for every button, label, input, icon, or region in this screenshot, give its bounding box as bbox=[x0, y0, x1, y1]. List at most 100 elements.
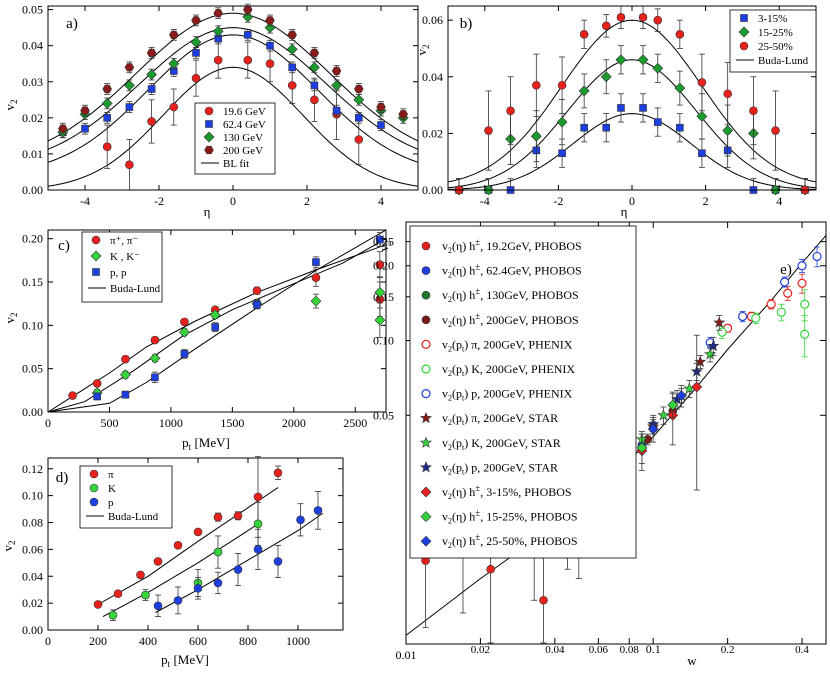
data-point bbox=[125, 160, 134, 170]
series-2 bbox=[57, 11, 409, 139]
data-point bbox=[776, 307, 786, 317]
data-point bbox=[309, 48, 320, 58]
legend-label: v2(η) h±, 62.4GeV, PHOBOS bbox=[442, 262, 582, 280]
panel-b: -4 -2 0 2 4 0.00 0.02 0.04 0.06 3-15% 15-25% 25-50%… bbox=[414, 5, 817, 219]
data-point bbox=[675, 390, 687, 402]
series-5 bbox=[717, 289, 810, 358]
legend-label: v2(pt) p, 200GeV, PHENIX bbox=[442, 387, 573, 403]
data-point bbox=[707, 339, 720, 352]
data-point bbox=[676, 123, 684, 132]
x-tick-label: -2 bbox=[154, 194, 164, 208]
legend-marker bbox=[738, 26, 750, 38]
data-point bbox=[484, 126, 493, 135]
legend-marker bbox=[203, 131, 215, 143]
data-point bbox=[80, 106, 90, 115]
data-point bbox=[779, 277, 790, 287]
data-point bbox=[713, 316, 726, 328]
y-tick-label: 0.00 bbox=[422, 183, 443, 197]
data-point bbox=[296, 515, 305, 525]
y-tick-label: 0.00 bbox=[22, 405, 43, 419]
legend-marker bbox=[421, 241, 431, 251]
data-point bbox=[252, 286, 262, 295]
data-point bbox=[191, 73, 201, 83]
data-point bbox=[147, 85, 156, 93]
legend-marker bbox=[739, 41, 749, 51]
legend-marker bbox=[91, 235, 101, 245]
data-point bbox=[653, 15, 663, 25]
y-tick-label: 0.02 bbox=[422, 126, 443, 140]
legend-label: K , K⁻ bbox=[110, 251, 140, 263]
data-point bbox=[168, 58, 180, 70]
y-tick-label: 0.10 bbox=[22, 489, 43, 503]
y-tick-label: 0.00 bbox=[22, 623, 43, 637]
y-tick-label: 0.12 bbox=[22, 462, 43, 476]
data-point bbox=[332, 106, 341, 115]
legend-marker bbox=[92, 268, 100, 276]
data-point bbox=[147, 117, 156, 126]
legend-label: v2(pt) p, 200GeV, STAR bbox=[442, 460, 558, 476]
legend-label: v2(pt) π, 200GeV, STAR bbox=[442, 411, 558, 427]
data-point bbox=[311, 273, 321, 282]
data-point bbox=[92, 379, 102, 388]
data-point bbox=[331, 79, 343, 91]
data-point bbox=[377, 121, 385, 129]
data-point bbox=[647, 423, 659, 435]
legend-label: p, p bbox=[110, 267, 127, 279]
data-point bbox=[190, 36, 202, 48]
legend-label: 3-15% bbox=[758, 13, 787, 25]
data-point bbox=[580, 123, 588, 132]
data-point bbox=[102, 142, 112, 152]
data-point bbox=[136, 570, 145, 580]
x-tick-label: 0 bbox=[45, 416, 51, 430]
panel-c: 0 500 1000 1500 2000 2500 0.00 0.05 0.10 0.15 0.20… bbox=[2, 229, 387, 452]
data-point bbox=[233, 565, 243, 574]
data-point bbox=[121, 390, 130, 399]
data-point bbox=[667, 399, 679, 411]
x-axis-label: w bbox=[687, 653, 697, 668]
legend-marker bbox=[421, 266, 431, 275]
data-point bbox=[310, 295, 322, 307]
data-point bbox=[375, 260, 385, 269]
plot-frame bbox=[405, 221, 827, 645]
data-point bbox=[556, 116, 568, 128]
legend-marker bbox=[89, 469, 99, 479]
data-point bbox=[169, 30, 179, 40]
data-point bbox=[601, 21, 611, 31]
data-point bbox=[242, 11, 254, 23]
legend-marker bbox=[420, 486, 432, 498]
data-point bbox=[694, 355, 707, 368]
data-point bbox=[749, 106, 758, 116]
legend-marker bbox=[421, 364, 431, 374]
data-point bbox=[213, 547, 223, 557]
legend-label: v2(η) h±, 19.2GeV, PHOBOS bbox=[442, 237, 582, 255]
data-point bbox=[102, 84, 112, 94]
x-axis-label: η bbox=[621, 204, 628, 219]
data-point bbox=[652, 62, 664, 74]
x-tick-label: 0.2 bbox=[721, 644, 735, 656]
data-point bbox=[192, 49, 200, 57]
data-point bbox=[312, 258, 320, 266]
x-tick-label: 1000 bbox=[159, 416, 183, 430]
fit-curve-1 bbox=[47, 34, 419, 163]
data-point bbox=[153, 557, 163, 566]
legend-label: p bbox=[108, 497, 114, 509]
data-point bbox=[558, 149, 566, 157]
data-point bbox=[771, 126, 780, 135]
legend-label: Buda-Lund bbox=[758, 55, 809, 67]
data-point bbox=[691, 381, 703, 393]
y-tick-label: 0.04 bbox=[22, 39, 43, 53]
x-tick-label: -2 bbox=[553, 194, 563, 208]
data-point bbox=[213, 55, 223, 65]
data-point bbox=[149, 352, 161, 364]
x-axis-label: pt [MeV] bbox=[161, 652, 209, 669]
data-point bbox=[675, 30, 685, 39]
data-point bbox=[266, 41, 274, 50]
data-point bbox=[376, 102, 386, 112]
y-tick-label: 0.04 bbox=[22, 569, 43, 583]
data-point bbox=[288, 63, 297, 72]
legend-marker bbox=[89, 497, 99, 507]
data-point bbox=[766, 299, 776, 309]
data-point bbox=[153, 601, 163, 611]
data-point bbox=[125, 103, 134, 111]
